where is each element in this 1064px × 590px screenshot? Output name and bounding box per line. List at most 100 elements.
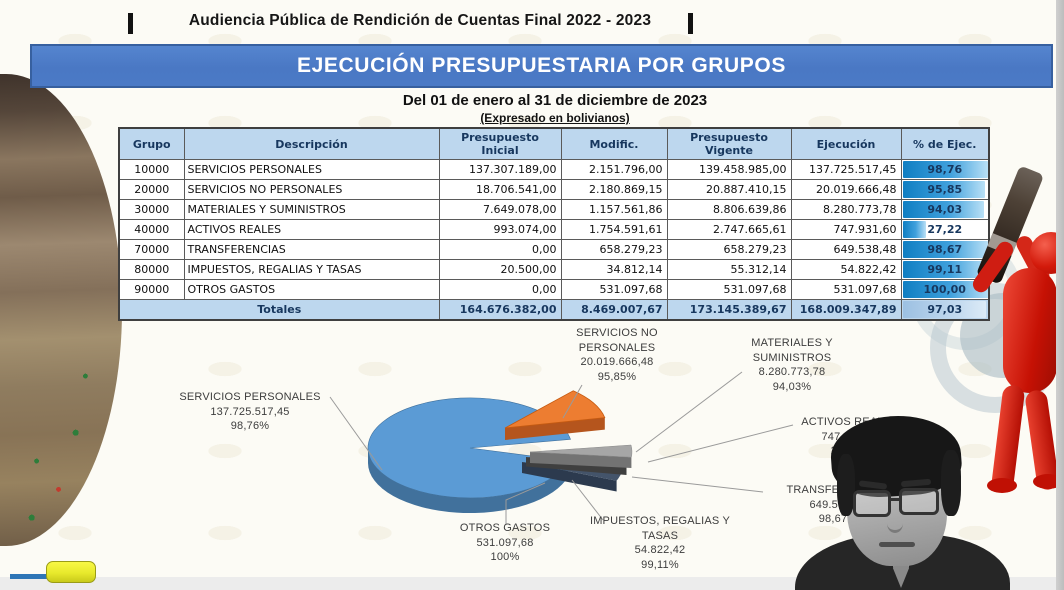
table-row: 40000 ACTIVOS REALES 993.074,00 1.754.591,6… xyxy=(118,219,990,240)
figure-body xyxy=(1003,268,1057,393)
cell-modific: 2.151.796,00 xyxy=(560,159,668,180)
label-name: SERVICIOS NO PERSONALES xyxy=(576,327,658,354)
glasses-icon xyxy=(853,490,891,517)
cell-modific: 1.754.591,61 xyxy=(560,219,668,240)
cell-grupo: 10000 xyxy=(118,159,185,180)
mini-yellow-bar xyxy=(46,561,96,583)
banner: EJECUCIÓN PRESUPUESTARIA POR GRUPOS xyxy=(30,44,1053,88)
cell-descripcion: SERVICIOS PERSONALES xyxy=(183,159,440,180)
cell-presupuesto-vigente: 20.887.410,15 xyxy=(666,179,792,200)
header-ejecucion: Ejecución xyxy=(790,127,902,160)
label-value: 8.280.773,78 xyxy=(758,366,826,378)
cell-grupo: 90000 xyxy=(118,279,185,300)
cell-ejecucion: 54.822,42 xyxy=(790,259,902,280)
cell-ejecucion: 20.019.666,48 xyxy=(790,179,902,200)
cell-ejecucion: 137.725.517,45 xyxy=(790,159,902,180)
header-presupuesto-inicial: Presupuesto Inicial xyxy=(438,127,562,160)
table-row: 90000 OTROS GASTOS 0,00 531.097,68 531.097,6… xyxy=(118,279,990,300)
label-pct: 94,03% xyxy=(772,380,812,393)
subtitle-date: Del 01 de enero al 31 de diciembre de 20… xyxy=(402,92,708,109)
totals-label: Totales xyxy=(118,299,440,321)
cell-modific: 531.097,68 xyxy=(560,279,668,300)
label-value: 137.725.517,45 xyxy=(210,405,290,418)
cell-ejecucion: 531.097,68 xyxy=(790,279,902,300)
cell-modific: 34.812,14 xyxy=(560,259,668,280)
cell-presupuesto-inicial: 137.307.189,00 xyxy=(438,159,562,180)
header-grupo: Grupo xyxy=(118,127,185,160)
cell-descripcion: TRANSFERENCIAS xyxy=(183,239,440,260)
table-row: 80000 IMPUESTOS, REGALIAS Y TASAS 20.500,0… xyxy=(118,259,990,280)
pie-label-servicios-personales: SERVICIOS PERSONALES 137.725.517,45 98,7… xyxy=(170,390,330,434)
label-name: MATERIALES Y SUMINISTROS xyxy=(751,337,833,364)
cell-presupuesto-inicial: 0,00 xyxy=(438,279,562,300)
glasses-icon xyxy=(899,488,939,515)
title-tick-left-icon xyxy=(128,13,133,34)
cell-ejecucion: 649.538,48 xyxy=(790,239,902,260)
pie-label-servicios-no-personales: SERVICIOS NO PERSONALES 20.019.666,48 95… xyxy=(547,326,687,384)
cell-ejecucion: 8.280.773,78 xyxy=(790,199,902,220)
table-header-row: Grupo Descripción Presupuesto Inicial Mo… xyxy=(118,127,990,160)
presenter-nose xyxy=(887,514,903,533)
totals-vigente: 173.145.389,67 xyxy=(666,299,792,321)
table-row: 10000 SERVICIOS PERSONALES 137.307.189,00 2… xyxy=(118,159,990,180)
cell-grupo: 70000 xyxy=(118,239,185,260)
presenter-webcam xyxy=(795,411,1010,590)
label-name: IMPUESTOS, REGALIAS Y TASAS xyxy=(589,515,731,542)
pie-label-impuestos: IMPUESTOS, REGALIAS Y TASAS 54.822,42 99… xyxy=(585,514,735,572)
pie-label-otros-gastos: OTROS GASTOS 531.097,68 100% xyxy=(430,521,580,565)
glasses-bridge xyxy=(889,498,901,501)
budget-table: Grupo Descripción Presupuesto Inicial Mo… xyxy=(118,127,990,321)
cell-modific: 1.157.561,86 xyxy=(560,199,668,220)
cell-presupuesto-inicial: 20.500,00 xyxy=(438,259,562,280)
cell-presupuesto-vigente: 55.312,14 xyxy=(666,259,792,280)
title-tick-right-icon xyxy=(688,13,693,34)
leader-line xyxy=(631,476,764,493)
pie-label-materiales: MATERIALES Y SUMINISTROS 8.280.773,78 94… xyxy=(727,336,857,394)
totals-ejecucion: 168.009.347,89 xyxy=(790,299,902,321)
right-edge-strip xyxy=(1056,0,1064,590)
cell-presupuesto-vigente: 139.458.985,00 xyxy=(666,159,792,180)
cell-ejecucion: 747.931,60 xyxy=(790,219,902,240)
cell-grupo: 80000 xyxy=(118,259,185,280)
header-pct-ejec: % de Ejec. xyxy=(900,127,990,160)
totals-row: Totales 164.676.382,00 8.469.007,67 173.… xyxy=(118,299,990,321)
cell-grupo: 30000 xyxy=(118,199,185,220)
header-descripcion: Descripción xyxy=(183,127,440,160)
cell-grupo: 20000 xyxy=(118,179,185,200)
table-row: 20000 SERVICIOS NO PERSONALES 18.706.541,0… xyxy=(118,179,990,200)
leader-line xyxy=(647,424,794,463)
pct-bar xyxy=(902,221,927,238)
banner-title: EJECUCIÓN PRESUPUESTARIA POR GRUPOS xyxy=(297,54,786,77)
cell-descripcion: IMPUESTOS, REGALIAS Y TASAS xyxy=(183,259,440,280)
label-name: OTROS GASTOS xyxy=(459,522,551,534)
title-bar: Audiencia Pública de Rendición de Cuenta… xyxy=(0,10,1064,40)
cell-presupuesto-vigente: 8.806.639,86 xyxy=(666,199,792,220)
label-value: 531.097,68 xyxy=(476,536,534,549)
header-modific: Modific. xyxy=(560,127,668,160)
cell-descripcion: ACTIVOS REALES xyxy=(183,219,440,240)
cell-modific: 2.180.869,15 xyxy=(560,179,668,200)
table-row: 70000 TRANSFERENCIAS 0,00 658.279,23 658.279… xyxy=(118,239,990,260)
cell-presupuesto-inicial: 0,00 xyxy=(438,239,562,260)
mini-bar-chart xyxy=(8,552,108,584)
table-row: 30000 MATERIALES Y SUMINISTROS 7.649.078,0… xyxy=(118,199,990,220)
totals-inicial: 164.676.382,00 xyxy=(438,299,562,321)
cell-presupuesto-inicial: 7.649.078,00 xyxy=(438,199,562,220)
cell-descripcion: OTROS GASTOS xyxy=(183,279,440,300)
presenter-mouth xyxy=(879,542,915,547)
cell-descripcion: MATERIALES Y SUMINISTROS xyxy=(183,199,440,220)
header-presupuesto-vigente: Presupuesto Vigente xyxy=(666,127,792,160)
cell-presupuesto-vigente: 531.097,68 xyxy=(666,279,792,300)
cell-grupo: 40000 xyxy=(118,219,185,240)
label-name: SERVICIOS PERSONALES xyxy=(179,391,321,403)
label-pct: 100% xyxy=(490,551,520,563)
label-pct: 99,11% xyxy=(641,558,679,571)
cell-presupuesto-inicial: 993.074,00 xyxy=(438,219,562,240)
label-value: 54.822,42 xyxy=(634,544,686,556)
cell-modific: 658.279,23 xyxy=(560,239,668,260)
slide-title: Audiencia Pública de Rendición de Cuenta… xyxy=(188,12,652,29)
cell-presupuesto-vigente: 658.279,23 xyxy=(666,239,792,260)
assembly-hall-photo xyxy=(0,74,122,546)
label-pct: 95,85% xyxy=(597,370,637,383)
